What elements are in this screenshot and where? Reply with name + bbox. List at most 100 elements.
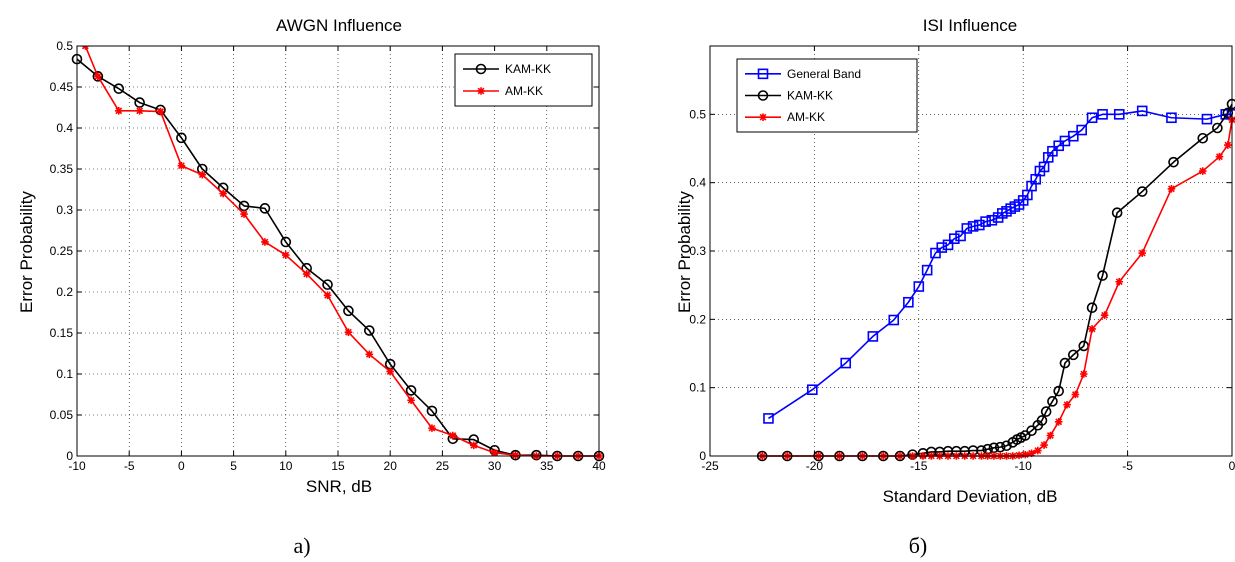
awgn-series-am-kk-point bbox=[323, 291, 332, 300]
isi-series-kam-kk-point bbox=[1040, 406, 1052, 417]
isi-series-am-kk-point bbox=[1021, 450, 1030, 459]
awgn-legend-kam-kk-marker bbox=[475, 63, 487, 75]
isi-series-general-band-point bbox=[888, 314, 900, 326]
isi-series-general-band-point bbox=[980, 216, 991, 227]
awgn-chart: AWGN Influence SNR, dB Error Probability… bbox=[17, 16, 606, 558]
awgn-series-am-kk-point bbox=[469, 441, 478, 450]
isi-x-tick-label: -20 bbox=[806, 459, 824, 473]
awgn-x-tick-label: 25 bbox=[436, 459, 450, 473]
isi-y-tick-label: 0.2 bbox=[689, 312, 706, 326]
isi-y-tick-label: 0 bbox=[699, 449, 706, 463]
awgn-legend-am-kk-label: AM-KK bbox=[505, 84, 543, 98]
isi-series-general-band-point bbox=[840, 357, 852, 369]
isi-series-general-band-point bbox=[930, 247, 941, 259]
awgn-series-am-kk-point bbox=[365, 350, 374, 359]
awgn-series-am-kk-point bbox=[282, 251, 290, 259]
isi-series-general-band-point bbox=[921, 264, 933, 276]
isi-series-am-kk-point bbox=[1079, 370, 1088, 378]
isi-series-kam-kk-point bbox=[1036, 415, 1048, 426]
isi-series-general-band-point bbox=[913, 281, 925, 292]
isi-series-kam-kk-point bbox=[1059, 357, 1071, 369]
awgn-series-kam-kk-point bbox=[280, 236, 292, 248]
isi-series-general-band-point bbox=[763, 413, 774, 424]
isi-series-general-band-point bbox=[807, 384, 818, 396]
isi-axes-frame bbox=[709, 45, 1233, 457]
isi-series-am-kk-point bbox=[1167, 185, 1176, 193]
isi-series-kam-kk-point bbox=[1136, 186, 1148, 197]
isi-series-general-band-point bbox=[936, 242, 948, 253]
awgn-series-kam-kk-point bbox=[426, 405, 438, 417]
awgn-y-tick-label: 0.4 bbox=[56, 121, 73, 135]
awgn-x-tick-label: 15 bbox=[331, 459, 345, 473]
awgn-x-tick-label: -5 bbox=[124, 459, 135, 473]
awgn-y-tick-label: 0.35 bbox=[50, 162, 74, 176]
awgn-y-tick-label: 0.45 bbox=[50, 80, 74, 94]
awgn-y-tick-label: 0 bbox=[66, 449, 73, 463]
isi-series-am-kk-point bbox=[1027, 449, 1036, 458]
isi-chart-title: ISI Influence bbox=[923, 16, 1018, 35]
isi-series-kam-kk-point bbox=[1111, 207, 1123, 219]
awgn-series-am-kk-point bbox=[219, 189, 227, 198]
isi-series-general-band-point bbox=[1166, 112, 1177, 124]
awgn-series-am-kk-point bbox=[302, 270, 311, 278]
isi-series-kam-kk-point bbox=[1212, 122, 1223, 134]
awgn-series-am-kk-point bbox=[386, 367, 394, 376]
isi-caption: б) bbox=[909, 533, 928, 558]
awgn-x-tick-label: 5 bbox=[230, 459, 237, 473]
awgn-y-tick-label: 0.1 bbox=[56, 367, 73, 381]
isi-series-kam-kk-point bbox=[1047, 396, 1058, 407]
awgn-series-kam-kk-point bbox=[92, 71, 104, 82]
isi-series-general-band-point bbox=[1086, 112, 1098, 124]
isi-legend-kam-kk-label: KAM-KK bbox=[787, 89, 833, 103]
awgn-series-kam-kk-point bbox=[343, 305, 354, 317]
isi-series-am-kk-point bbox=[1046, 431, 1055, 440]
isi-x-tick-label: 0 bbox=[1229, 459, 1235, 473]
isi-series-am-kk-point bbox=[1034, 446, 1042, 455]
isi-y-tick-label: 0.1 bbox=[689, 381, 706, 395]
awgn-x-tick-label: 0 bbox=[178, 459, 185, 473]
awgn-y-tick-label: 0.3 bbox=[56, 203, 73, 217]
isi-series-am-kk-point bbox=[1054, 418, 1063, 426]
awgn-x-tick-label: 30 bbox=[488, 459, 502, 473]
isi-series-general-band-point bbox=[1201, 113, 1213, 125]
isi-series-general-band-line bbox=[768, 110, 1232, 420]
awgn-series-kam-kk-point bbox=[113, 83, 125, 94]
isi-series-am-kk-point bbox=[1224, 141, 1232, 149]
awgn-series-am-kk-point bbox=[156, 107, 165, 116]
isi-series-kam-kk-point bbox=[1068, 349, 1079, 361]
isi-series-kam-kk-point bbox=[1053, 385, 1064, 397]
awgn-y-tick-label: 0.5 bbox=[56, 39, 73, 53]
awgn-series-am-kk-point bbox=[511, 451, 520, 459]
isi-series-kam-kk-point bbox=[1086, 302, 1098, 314]
isi-series-am-kk-point bbox=[1088, 325, 1096, 333]
awgn-series-am-kk-point bbox=[490, 448, 499, 457]
awgn-series-am-kk-point bbox=[94, 72, 102, 81]
isi-x-tick-label: -25 bbox=[701, 459, 719, 473]
awgn-x-axis-label: SNR, dB bbox=[306, 477, 372, 496]
isi-series-kam-kk-point bbox=[1001, 440, 1012, 452]
isi-series-kam-kk-point bbox=[1168, 156, 1179, 168]
awgn-chart-title: AWGN Influence bbox=[276, 16, 402, 35]
isi-x-tick-label: -5 bbox=[1122, 459, 1133, 473]
isi-series-general-band-point bbox=[961, 223, 973, 234]
awgn-series-am-kk-point bbox=[114, 106, 123, 115]
isi-series-am-kk-point bbox=[1138, 249, 1147, 257]
awgn-x-tick-label: 40 bbox=[592, 459, 606, 473]
awgn-series-am-kk-point bbox=[240, 210, 248, 218]
isi-series-am-kk-point bbox=[1040, 441, 1048, 449]
awgn-y-axis-label: Error Probability bbox=[17, 191, 36, 313]
isi-series-am-kk-point bbox=[1015, 451, 1023, 460]
isi-series-general-band-point bbox=[955, 230, 966, 242]
awgn-x-tick-label: 10 bbox=[279, 459, 293, 473]
awgn-legend-kam-kk-label: KAM-KK bbox=[505, 62, 551, 76]
isi-legend-general-band-marker bbox=[757, 68, 769, 80]
awgn-x-tick-label: 35 bbox=[540, 459, 554, 473]
isi-series-am-kk-point bbox=[1198, 167, 1207, 175]
isi-y-tick-label: 0.4 bbox=[689, 176, 706, 190]
isi-legend-am-kk-marker bbox=[759, 113, 767, 121]
awgn-x-tick-label: -10 bbox=[68, 459, 86, 473]
isi-series-general-band-point bbox=[1220, 109, 1232, 120]
awgn-y-tick-label: 0.25 bbox=[50, 244, 74, 258]
awgn-series-kam-kk-point bbox=[322, 279, 333, 290]
